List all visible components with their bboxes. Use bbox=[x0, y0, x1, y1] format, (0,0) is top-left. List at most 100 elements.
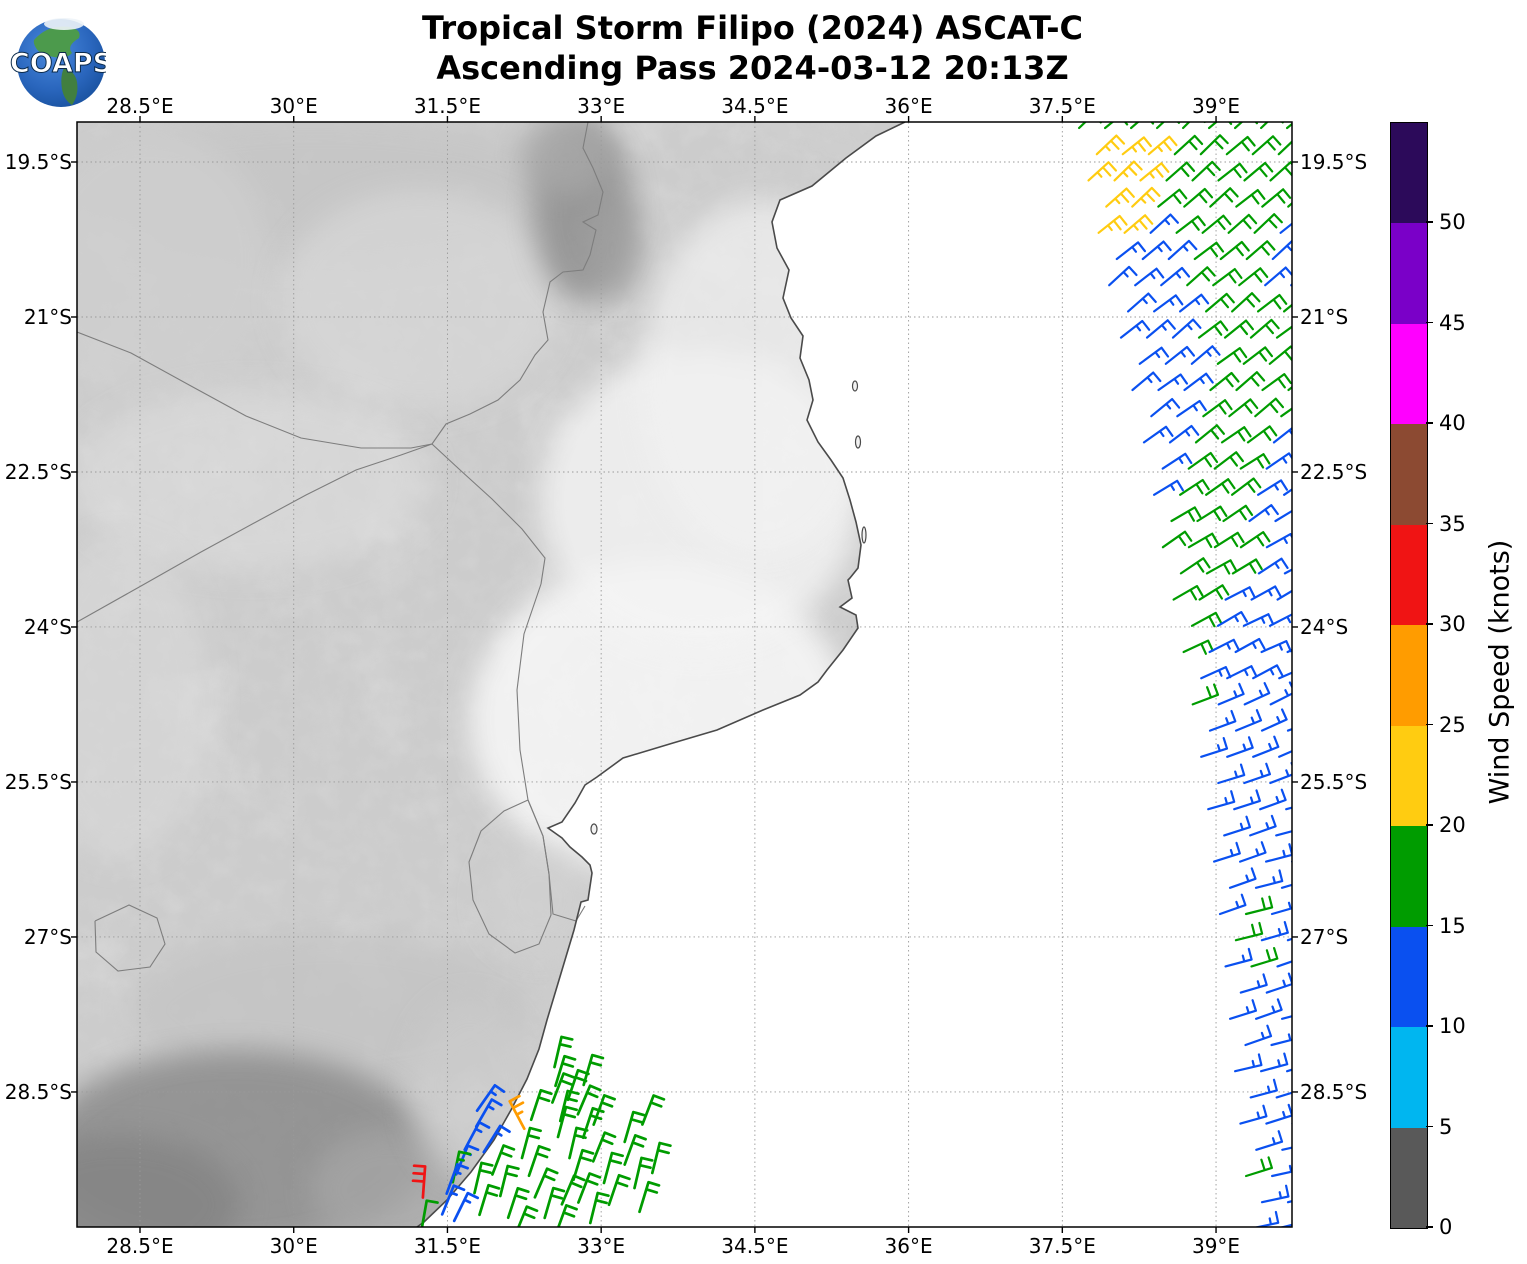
x-tick-label-bottom: 30°E bbox=[269, 1234, 318, 1258]
wind-barb bbox=[1205, 292, 1235, 313]
wind-barb bbox=[1224, 586, 1256, 601]
wind-barb bbox=[1130, 122, 1155, 130]
wind-barb bbox=[1239, 531, 1271, 549]
wind-barb bbox=[1260, 640, 1292, 654]
wind-barb bbox=[1280, 407, 1292, 418]
wind-barb bbox=[1104, 122, 1129, 130]
wind-barb bbox=[1231, 477, 1262, 496]
gridlines bbox=[77, 122, 1292, 1227]
wind-barb bbox=[1219, 240, 1250, 261]
wind-barbs bbox=[411, 122, 1292, 1227]
wind-barb bbox=[1190, 345, 1221, 365]
wind-barb bbox=[607, 1173, 631, 1207]
wind-barb bbox=[1272, 426, 1292, 444]
wind-barb bbox=[1217, 162, 1248, 182]
wind-barb bbox=[1209, 187, 1239, 208]
wind-barb bbox=[1131, 186, 1161, 208]
colorbar-tick-label: 15 bbox=[1439, 913, 1466, 938]
wind-barb bbox=[1142, 425, 1174, 444]
colorbar-segment-5-10 bbox=[1391, 1027, 1427, 1128]
colorbar-title: Wind Speed (knots) bbox=[1484, 539, 1516, 805]
wind-barb bbox=[1224, 947, 1253, 968]
wind-barb bbox=[1244, 1024, 1273, 1047]
wind-barb bbox=[1113, 160, 1143, 182]
wind-barb bbox=[1239, 841, 1267, 863]
wind-barb bbox=[1217, 763, 1246, 785]
y-tick-label-right: 28.5°S bbox=[1300, 1079, 1368, 1104]
wind-barb bbox=[473, 1161, 494, 1195]
wind-barb bbox=[1265, 843, 1292, 863]
colorbar-tick-mark bbox=[1426, 422, 1433, 424]
wind-barb bbox=[1291, 546, 1292, 548]
wind-barb bbox=[1245, 240, 1276, 261]
wind-barb bbox=[576, 1084, 602, 1116]
y-tick-label-right: 22.5°S bbox=[1300, 459, 1368, 484]
wind-barb bbox=[1208, 638, 1240, 654]
wind-barb bbox=[1253, 1210, 1280, 1227]
colorbar-tick-label: 45 bbox=[1439, 310, 1466, 335]
wind-barb bbox=[1167, 239, 1198, 261]
wind-barb bbox=[533, 1167, 559, 1199]
figure-title: Tropical Storm Filipo (2024) ASCAT-C Asc… bbox=[77, 8, 1428, 88]
wind-barb bbox=[1291, 860, 1292, 863]
coaps-logo: COAPS bbox=[9, 18, 106, 107]
wind-barb bbox=[557, 1204, 578, 1227]
wind-barb bbox=[1139, 162, 1170, 182]
y-tick-label-right: 24°S bbox=[1300, 614, 1349, 639]
wind-barb bbox=[1285, 806, 1292, 811]
wind-barb bbox=[577, 1172, 602, 1204]
wind-barb bbox=[482, 1124, 511, 1154]
x-tick-label-top: 31.5°E bbox=[413, 94, 482, 118]
wind-barb bbox=[1239, 973, 1268, 994]
wind-barb bbox=[1234, 921, 1264, 942]
wind-barb bbox=[1275, 830, 1292, 837]
y-tick-label-left: 25.5°S bbox=[4, 769, 72, 794]
wind-barb bbox=[1217, 682, 1245, 706]
wind-barb bbox=[1123, 214, 1154, 234]
wind-barb bbox=[650, 1141, 672, 1175]
wind-barb bbox=[520, 1126, 542, 1160]
colorbar-tick-label: 20 bbox=[1439, 813, 1466, 837]
wind-barb bbox=[1264, 266, 1292, 287]
y-tick-label-left: 27°S bbox=[23, 924, 72, 949]
wind-barb bbox=[1199, 134, 1229, 156]
wind-barb bbox=[1223, 815, 1251, 837]
wind-barb bbox=[1145, 319, 1176, 339]
wind-barb bbox=[1182, 639, 1214, 655]
wind-barb bbox=[1141, 240, 1172, 261]
wind-barb bbox=[1161, 530, 1193, 549]
wind-barb bbox=[1276, 960, 1292, 968]
wind-barb bbox=[1200, 737, 1229, 758]
wind-barb bbox=[582, 1053, 605, 1087]
colorbar-segment-25-30 bbox=[1391, 625, 1427, 726]
y-tick-label-left: 19.5°S bbox=[4, 150, 72, 174]
x-tick-label-top: 34.5°E bbox=[721, 94, 789, 118]
wind-barb bbox=[491, 1144, 516, 1176]
wind-barb bbox=[1198, 584, 1230, 601]
wind-barb bbox=[1257, 557, 1289, 575]
wind-barb bbox=[1242, 346, 1273, 365]
wind-barb bbox=[498, 1164, 520, 1198]
colorbar-tick-mark bbox=[1426, 221, 1433, 223]
wind-barb bbox=[1277, 140, 1292, 156]
wind-barb bbox=[1228, 867, 1257, 889]
wind-barb bbox=[445, 1163, 469, 1195]
wind-barb bbox=[1223, 319, 1254, 339]
wind-barb bbox=[1150, 398, 1181, 418]
wind-barb bbox=[1286, 1068, 1292, 1073]
wind-barb bbox=[1275, 325, 1292, 339]
wind-barb bbox=[1193, 241, 1225, 261]
wind-barb bbox=[1269, 161, 1292, 182]
wind-barb bbox=[452, 1191, 480, 1223]
y-tick-label-right: 19.5°S bbox=[1300, 150, 1368, 174]
wind-barb bbox=[1208, 709, 1237, 732]
wind-barb bbox=[1271, 239, 1292, 261]
wind-barb bbox=[1255, 998, 1283, 1020]
wind-barb bbox=[440, 1184, 466, 1216]
wind-barb bbox=[1165, 161, 1196, 182]
wind-barb bbox=[1271, 1164, 1292, 1178]
colorbar-bar bbox=[1390, 122, 1428, 1229]
wind-barb bbox=[1228, 398, 1259, 418]
x-tick-label-top: 39°E bbox=[1191, 94, 1241, 118]
